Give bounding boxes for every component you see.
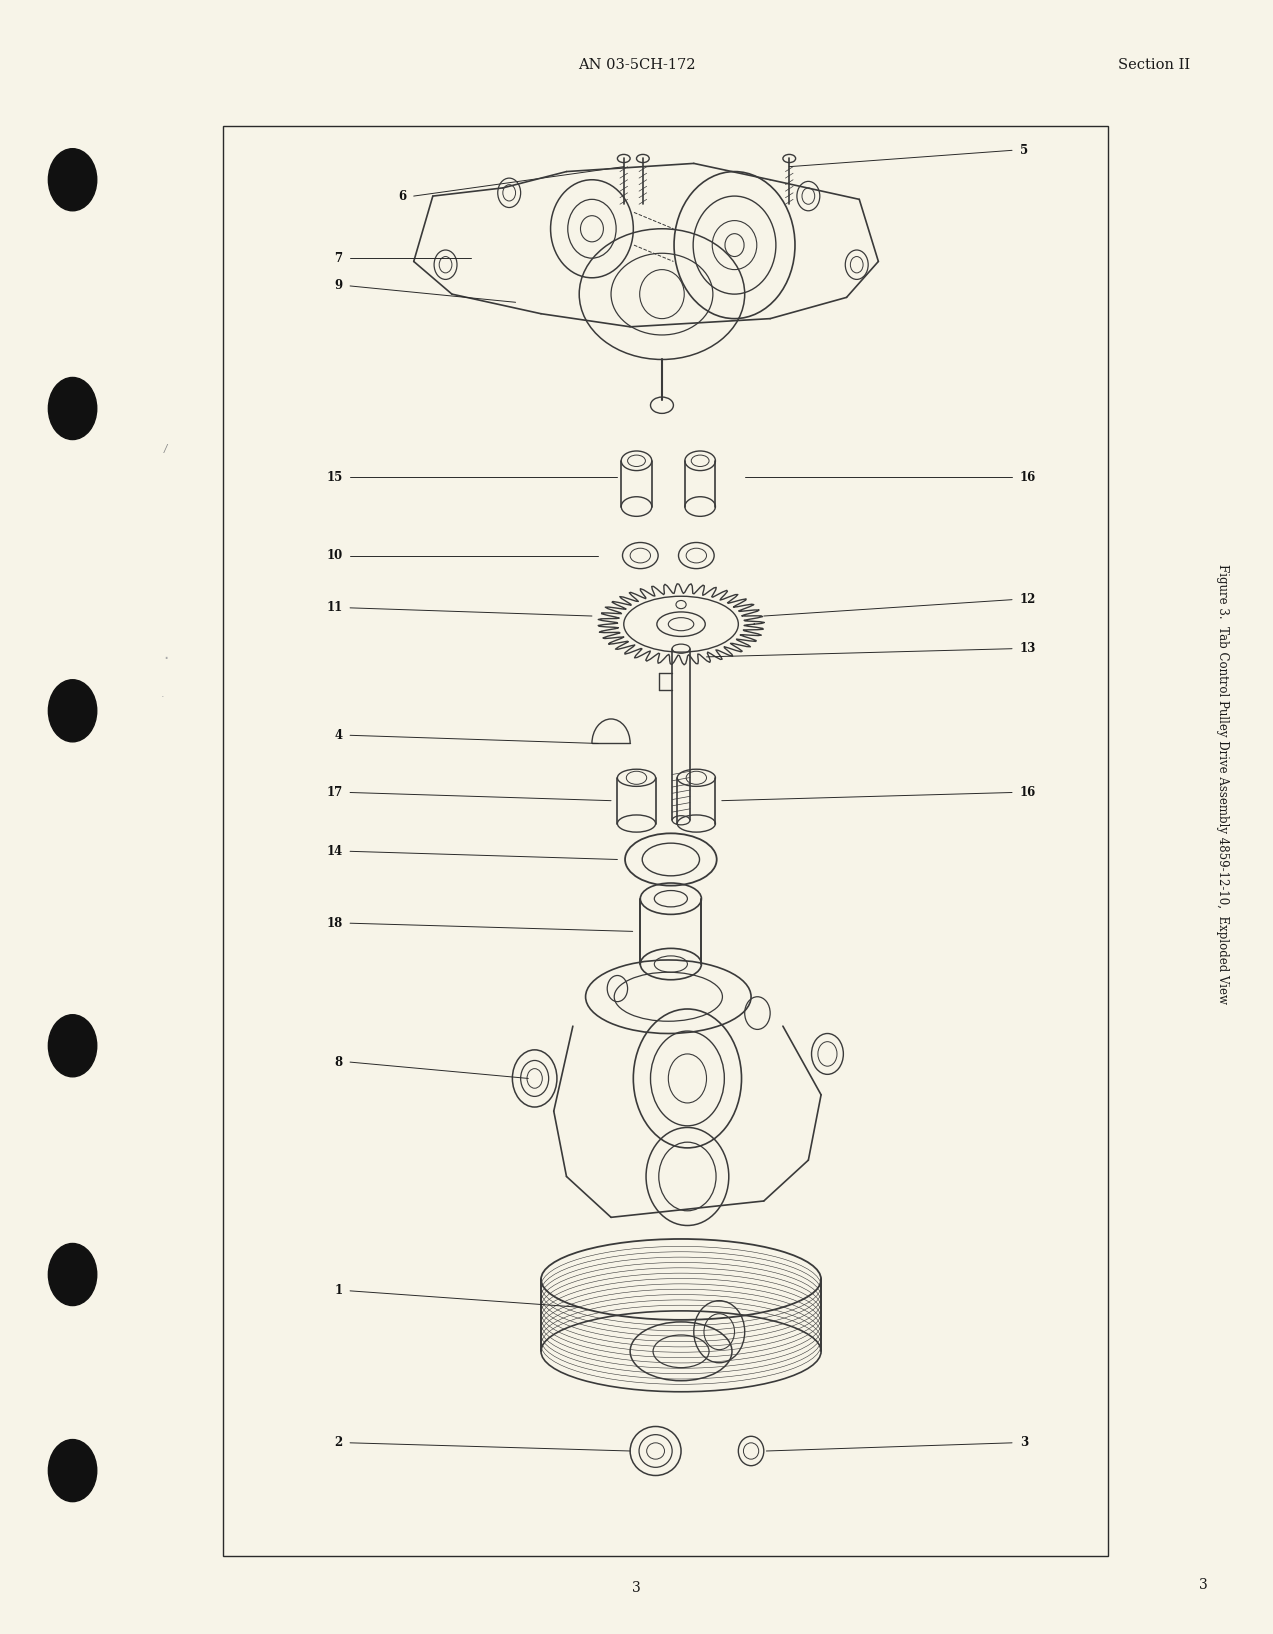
Circle shape xyxy=(48,149,97,211)
Text: 12: 12 xyxy=(1020,593,1036,606)
Circle shape xyxy=(48,1440,97,1502)
Text: Figure 3.  Tab Control Pulley Drive Assembly 4859-12-10,  Exploded View: Figure 3. Tab Control Pulley Drive Assem… xyxy=(1216,564,1228,1005)
Text: 9: 9 xyxy=(335,279,342,292)
Text: 14: 14 xyxy=(326,845,342,858)
Text: 3: 3 xyxy=(1020,1436,1027,1449)
Text: /: / xyxy=(164,444,167,454)
Text: 18: 18 xyxy=(326,917,342,930)
Text: 17: 17 xyxy=(326,786,342,799)
Text: 4: 4 xyxy=(335,729,342,742)
Text: 3: 3 xyxy=(1199,1578,1207,1592)
Circle shape xyxy=(48,377,97,440)
Text: 8: 8 xyxy=(335,1056,342,1069)
Text: .: . xyxy=(163,644,168,663)
Text: Section II: Section II xyxy=(1118,59,1190,72)
Text: 5: 5 xyxy=(1020,144,1027,157)
Text: 16: 16 xyxy=(1020,471,1036,484)
Text: 15: 15 xyxy=(326,471,342,484)
Text: AN 03-5CH-172: AN 03-5CH-172 xyxy=(578,59,695,72)
Text: 1: 1 xyxy=(335,1284,342,1297)
Bar xyxy=(223,126,1108,1556)
Text: 2: 2 xyxy=(335,1436,342,1449)
Text: 7: 7 xyxy=(335,252,342,265)
Circle shape xyxy=(48,1015,97,1077)
Text: .: . xyxy=(162,690,164,699)
Text: 10: 10 xyxy=(326,549,342,562)
Text: 3: 3 xyxy=(633,1582,640,1595)
Text: 13: 13 xyxy=(1020,642,1036,655)
Text: 6: 6 xyxy=(398,190,406,203)
Circle shape xyxy=(48,1243,97,1306)
Text: 16: 16 xyxy=(1020,786,1036,799)
Circle shape xyxy=(48,680,97,742)
Text: 11: 11 xyxy=(326,601,342,614)
